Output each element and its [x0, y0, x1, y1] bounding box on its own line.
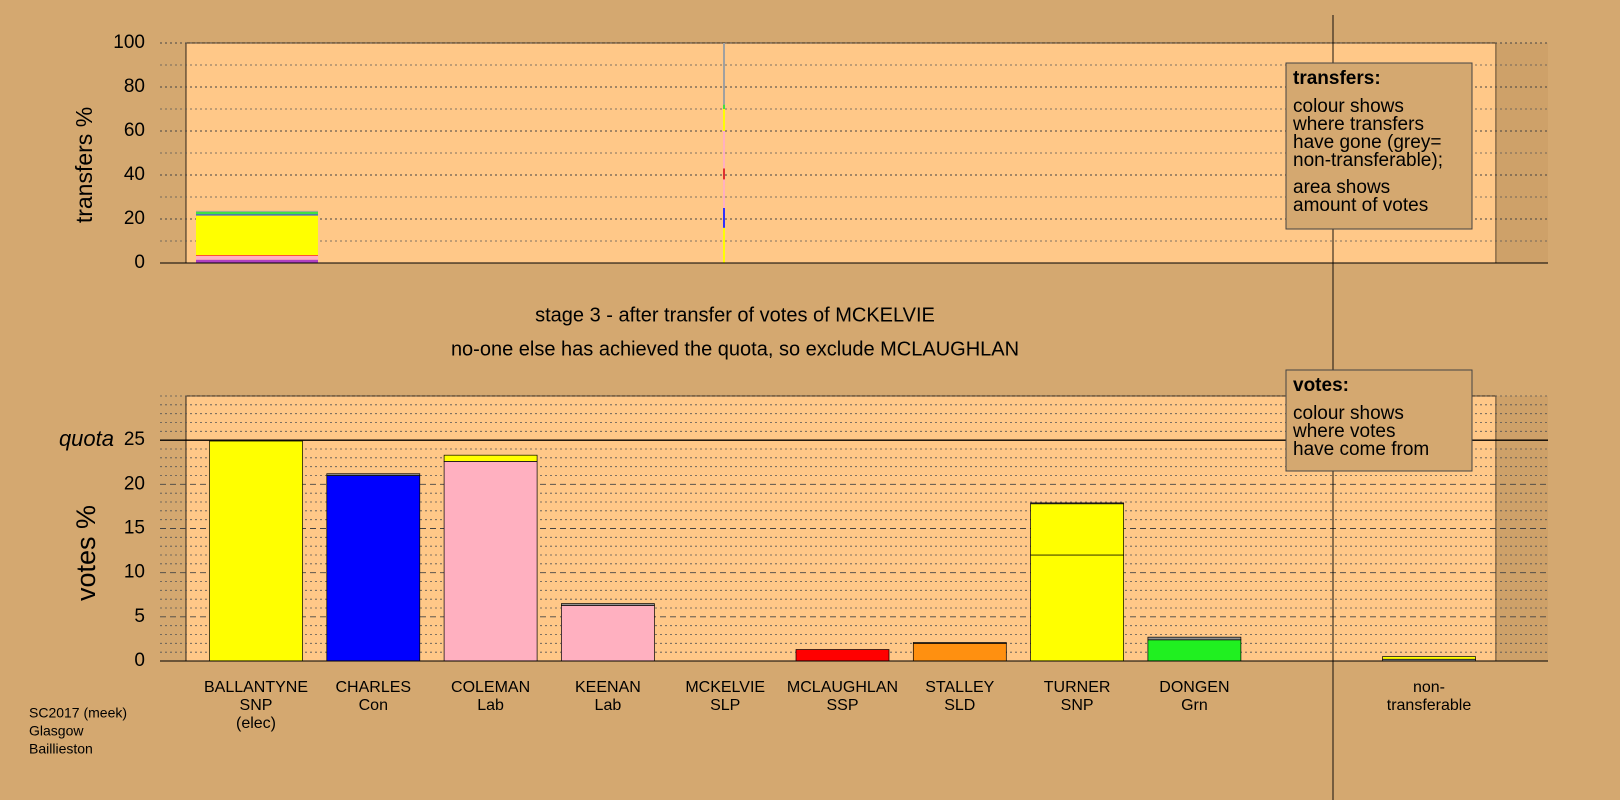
- bar-segment: [723, 43, 725, 105]
- y-axis-label: transfers %: [71, 107, 97, 223]
- note-text: colour shows: [1293, 403, 1404, 424]
- x-tick-label: STALLEY: [925, 679, 994, 696]
- bar-segment: [912, 642, 1007, 662]
- y-tick-label: 40: [124, 164, 145, 185]
- bar-segment: [1382, 656, 1476, 660]
- note-heading: transfers:: [1293, 68, 1381, 89]
- bar-segment: [326, 473, 421, 476]
- y-tick-label: 10: [124, 562, 145, 583]
- bar-segment: [196, 211, 318, 215]
- footer-text: Glasgow: [29, 723, 84, 739]
- bar-segment: [561, 604, 655, 662]
- bar-segment: [196, 255, 318, 256]
- x-tick-label: TURNER: [1044, 679, 1111, 696]
- bar-segment: [723, 168, 725, 180]
- bar-segment: [196, 255, 318, 260]
- x-tick-label: SSP: [826, 697, 858, 714]
- x-tick-label: DONGEN: [1159, 679, 1229, 696]
- y-tick-label: 20: [124, 473, 145, 494]
- bar-segment: [443, 461, 538, 662]
- bar-segment: [209, 440, 303, 662]
- footer-text: SC2017 (meek): [29, 705, 127, 721]
- note-box: [1285, 369, 1473, 472]
- footer-text: Baillieston: [29, 741, 93, 757]
- x-tick-label: transferable: [1387, 697, 1472, 714]
- x-tick-label: COLEMAN: [451, 679, 530, 696]
- y-tick-label: 25: [124, 429, 145, 450]
- bar-segment: [561, 603, 655, 606]
- y-tick-label: 20: [124, 208, 145, 229]
- bar-segment: [1147, 636, 1242, 641]
- bar-segment: [723, 179, 725, 208]
- bar-segment: [912, 642, 1007, 644]
- note-heading: votes:: [1293, 375, 1349, 396]
- y-tick-label: 100: [113, 32, 145, 53]
- y-axis-label: votes %: [71, 505, 101, 601]
- x-tick-label: BALLANTYNE: [204, 679, 308, 696]
- x-tick-label: SLD: [944, 697, 975, 714]
- x-tick-label: SNP: [1061, 697, 1094, 714]
- bar-segment: [723, 104, 725, 109]
- y-tick-label: 15: [124, 518, 145, 539]
- bar-segment: [196, 210, 318, 212]
- note-box: [1285, 62, 1473, 230]
- x-tick-label: (elec): [236, 715, 276, 732]
- x-tick-label: Grn: [1181, 697, 1208, 714]
- x-tick-label: SLP: [710, 697, 740, 714]
- bar-segment: [326, 475, 421, 662]
- bar-segment: [1030, 503, 1124, 556]
- bar-segment: [723, 109, 725, 131]
- bar-segment: [723, 227, 725, 263]
- stage-text: no-one else has achieved the quota, so e…: [451, 338, 1019, 360]
- note-text: where votes: [1292, 421, 1395, 442]
- bar-segment: [723, 131, 725, 169]
- bar-segment: [443, 454, 538, 462]
- bar-segment: [196, 215, 318, 256]
- y-tick-label: 80: [124, 76, 145, 97]
- y-tick-label: 60: [124, 120, 145, 141]
- x-tick-label: KEENAN: [575, 679, 641, 696]
- x-tick-label: non-: [1413, 679, 1445, 696]
- x-tick-label: MCKELVIE: [685, 679, 765, 696]
- x-tick-label: Con: [359, 697, 388, 714]
- bar-segment: [1030, 502, 1124, 505]
- x-tick-label: Lab: [595, 697, 622, 714]
- stage-text: stage 3 - after transfer of votes of MCK…: [535, 304, 935, 326]
- bar-segment: [1030, 554, 1124, 662]
- bar-segment: [196, 259, 318, 263]
- note-text: non-transferable);: [1293, 150, 1443, 171]
- y-tick-label: 0: [134, 650, 145, 671]
- bar-segment: [196, 214, 318, 216]
- quota-label: quota: [59, 426, 114, 451]
- x-tick-label: MCLAUGHLAN: [787, 679, 898, 696]
- note-text: have gone (grey=: [1293, 132, 1441, 153]
- x-tick-label: CHARLES: [336, 679, 412, 696]
- bar-segment: [1147, 639, 1242, 662]
- bar-segment: [795, 649, 890, 662]
- x-tick-label: SNP: [240, 697, 273, 714]
- note-text: where transfers: [1292, 114, 1424, 135]
- y-tick-label: 5: [134, 606, 145, 627]
- x-tick-label: Lab: [477, 697, 504, 714]
- note-text: colour shows: [1293, 96, 1404, 117]
- bar-segment: [723, 208, 725, 228]
- y-tick-label: 0: [134, 252, 145, 273]
- note-text: amount of votes: [1293, 195, 1428, 216]
- note-text: have come from: [1293, 439, 1429, 460]
- note-text: area shows: [1293, 177, 1390, 198]
